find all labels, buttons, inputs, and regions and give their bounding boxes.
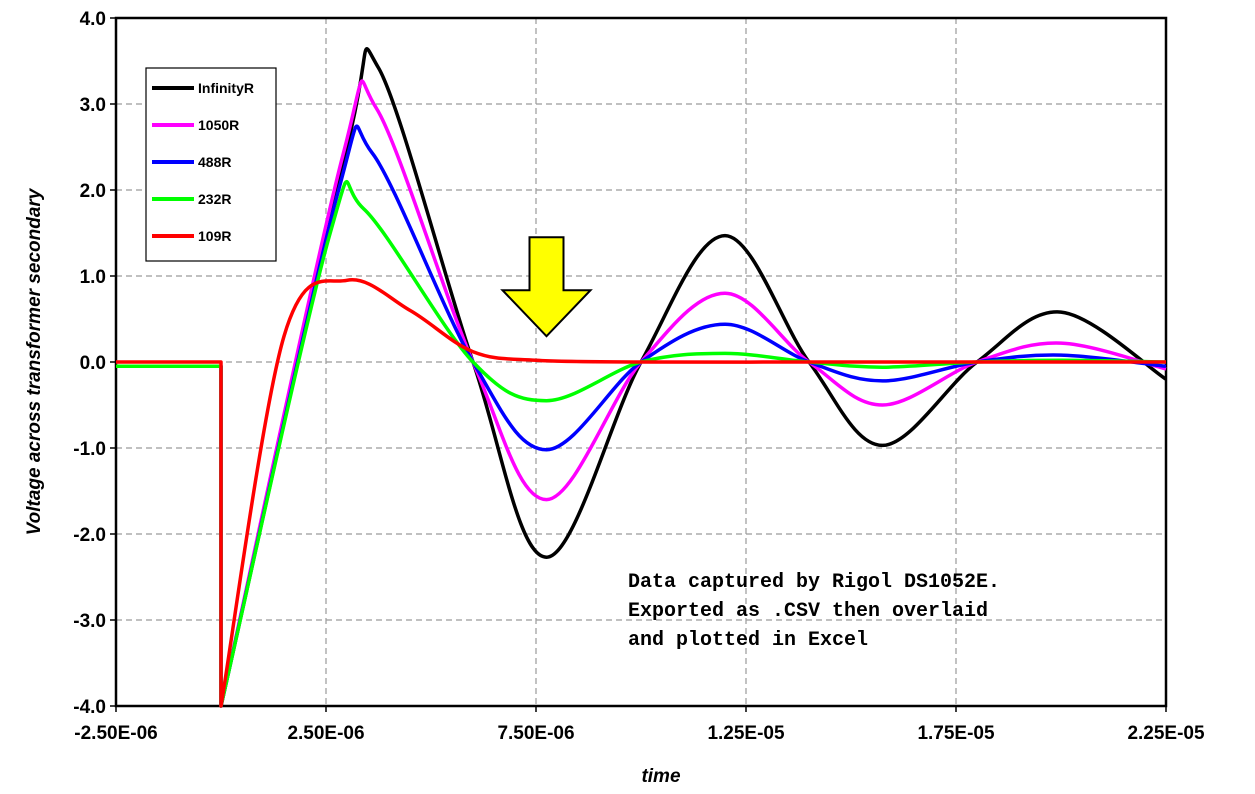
y-tick-label: -3.0 <box>73 611 106 632</box>
x-tick-label: 1.75E-05 <box>917 723 995 744</box>
y-tick-label: 1.0 <box>80 267 106 288</box>
y-tick-label: -4.0 <box>73 697 106 718</box>
y-tick-label: 0.0 <box>80 353 106 374</box>
legend-label: 232R <box>198 191 231 207</box>
y-tick-label: -1.0 <box>73 439 106 460</box>
series-line-1050r <box>116 79 1167 708</box>
annotation-line: Data captured by Rigol DS1052E. <box>628 571 1000 594</box>
tick-labels: -2.50E-06 2.50E-06 7.50E-06 1.25E-05 1.75E-0… <box>73 9 1205 744</box>
x-axis-label: time <box>641 766 681 787</box>
legend-box <box>145 67 277 262</box>
y-tick-label: 4.0 <box>80 9 106 30</box>
legend: InfinityR 1050R 488R 232R 109R <box>145 67 277 262</box>
legend-label: 488R <box>198 154 231 170</box>
grid <box>116 18 1166 706</box>
y-tick-label: -2.0 <box>73 525 106 546</box>
legend-label: 109R <box>198 228 231 244</box>
yellow-arrow <box>500 236 593 338</box>
legend-label: InfinityR <box>198 80 254 96</box>
annotation-line: and plotted in Excel <box>628 629 868 652</box>
legend-label: 1050R <box>198 117 239 133</box>
x-tick-label: 1.25E-05 <box>707 723 785 744</box>
annotation: Data captured by Rigol DS1052E. Exported … <box>628 571 1000 652</box>
series-line-109r <box>116 278 1166 708</box>
series-group <box>116 47 1167 708</box>
y-axis-label: Voltage across transformer secondary <box>24 187 45 535</box>
x-tick-label: -2.50E-06 <box>74 723 157 744</box>
x-tick-label: 2.50E-06 <box>287 723 364 744</box>
y-tick-label: 3.0 <box>80 95 106 116</box>
x-tick-label: 2.25E-05 <box>1127 723 1205 744</box>
x-tick-label: 7.50E-06 <box>497 723 574 744</box>
y-tick-label: 2.0 <box>80 181 106 202</box>
annotation-line: Exported as .CSV then overlaid <box>628 600 988 623</box>
arrow-shape <box>500 236 593 338</box>
